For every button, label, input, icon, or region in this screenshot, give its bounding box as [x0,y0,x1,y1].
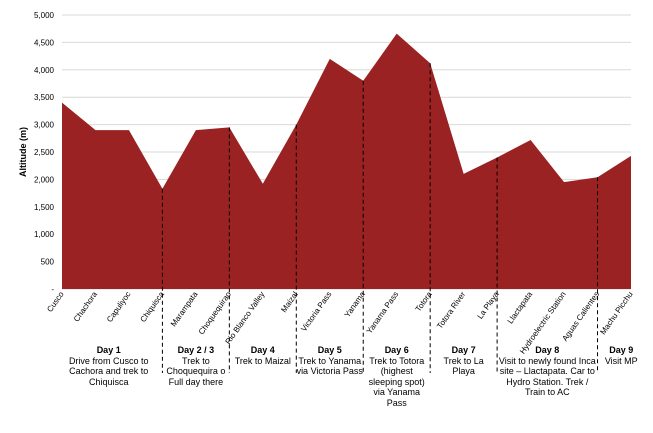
day-title: Day 4 [250,345,275,355]
day-label: Day 6 Trek to Totora (highest sleeping sp… [365,345,429,408]
day-title: Day 6 [384,345,409,355]
y-tick-label: 500 [41,258,55,267]
y-tick-label: 5,000 [34,11,55,20]
y-tick-label: 3,000 [34,121,55,130]
x-tick-label: Maizal [279,290,300,314]
x-tick-label: Machu Picchu [598,290,634,336]
x-tick-label: Yanama Pass [365,290,401,335]
y-tick-label: 3,500 [34,93,55,102]
day-label: Day 8 Visit to newly found Inca site – Ll… [497,345,597,398]
x-tick-label: Chiquisca [139,290,167,324]
day-label: Day 9 Visit MP [596,345,646,366]
day-label: Day 2 / 3 Trek to Choquequira o Full day … [164,345,228,387]
x-tick-label: Llactapata [506,290,535,326]
y-axis-ticks: - 500 1,000 1,500 2,000 2,500 3,000 3,500 4,000 4… [34,11,55,294]
day-title: Day 2 / 3 [177,345,215,355]
y-tick-label: 4,500 [34,38,55,47]
day-title: Day 1 [96,345,121,355]
day-description: Trek to Choquequira o Full day there [166,355,226,387]
day-description: Drive from Cusco to Cachora and trek to … [68,355,149,387]
y-axis-label: Altitude (m) [18,127,28,177]
x-tick-label: Cusco [45,290,66,314]
day-label: Day 5 Trek to Yanama via Victoria Pass [295,345,365,377]
x-tick-label: Marampata [169,290,200,329]
x-tick-label: Totora [414,290,434,314]
x-tick-label: Chachora [72,290,100,324]
y-tick-label: - [51,285,54,294]
day-description: Trek to La Playa [443,355,484,377]
day-description: Trek to Yanama via Victoria Pass [296,355,363,377]
day-label: Day 4 Trek to Maizal [231,345,295,366]
x-tick-label: Capuliyoc [105,290,133,324]
day-label: Day 7 Trek to La Playa [432,345,496,377]
x-tick-label: Totora River [435,290,467,331]
y-tick-label: 4,000 [34,66,55,75]
day-title: Day 9 [609,345,634,355]
day-description: Trek to Maizal [234,355,291,366]
day-title: Day 8 [535,345,560,355]
day-description: Trek to Totora (highest sleeping spot) v… [368,355,425,408]
y-tick-label: 2,000 [34,175,55,184]
y-tick-label: 2,500 [34,148,55,157]
x-tick-label: Victoria Pass [299,290,333,333]
x-tick-label: Choquequirao [197,290,234,337]
area-series [62,33,631,289]
altitude-area [62,33,631,289]
y-tick-label: 1,500 [34,203,55,212]
day-dividers [161,63,599,373]
y-tick-label: 1,000 [34,230,55,239]
day-title: Day 7 [451,345,476,355]
day-title: Day 5 [317,345,342,355]
x-tick-label: Aguas Calientes [560,290,601,343]
day-label: Day 1 Drive from Cusco to Cachora and tre… [59,345,159,387]
day-description: Visit to newly found Inca site – Llactap… [498,355,596,398]
day-description: Visit MP [604,355,638,366]
